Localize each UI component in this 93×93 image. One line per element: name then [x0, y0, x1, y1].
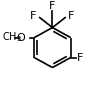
Text: F: F	[30, 11, 37, 21]
Text: F: F	[77, 53, 83, 63]
Text: CH$_3$: CH$_3$	[2, 31, 22, 44]
Text: F: F	[68, 11, 75, 21]
Text: O: O	[17, 33, 25, 43]
Text: F: F	[49, 1, 56, 11]
